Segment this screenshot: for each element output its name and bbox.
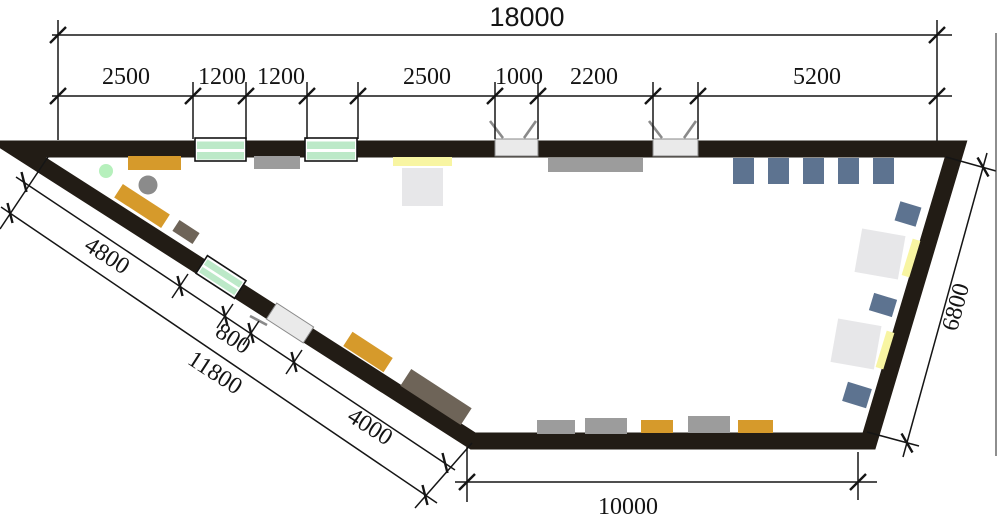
- window-stripe: [203, 259, 243, 288]
- seat-blue: [838, 158, 859, 184]
- cabinet-orange-bottom-1: [641, 420, 673, 433]
- window-stripe: [307, 141, 355, 149]
- door-left-wall: [265, 302, 315, 344]
- counter-orange-left-1: [114, 184, 170, 228]
- cabinet-rect: [400, 369, 472, 425]
- cabinet-gray-bottom-2: [585, 418, 627, 434]
- tick-marks-left: [6, 171, 449, 506]
- counter-rect: [343, 331, 393, 373]
- doors: [249, 120, 699, 344]
- cabinet-gray-bottom-3: [688, 416, 730, 433]
- seat-blue: [873, 158, 894, 184]
- stool-gray: [138, 175, 158, 195]
- window-stripe: [197, 141, 244, 149]
- seat-blue: [733, 158, 754, 184]
- cabinet-rect: [172, 220, 200, 244]
- door-top-1: [494, 138, 539, 157]
- dim-seg-1: 2500: [102, 64, 150, 90]
- counter-orange-left-2: [343, 331, 393, 373]
- dimension-top: 18000 2500 1200 1200 2500 1000 2200 5200: [49, 2, 952, 141]
- dim-seg-2: 1200: [198, 64, 246, 90]
- wall-outline: [0, 140, 968, 450]
- door-top-2: [652, 138, 699, 157]
- dim-line-left-outer: [0, 206, 438, 504]
- seat-blue: [803, 158, 824, 184]
- dim-bottom: 10000: [598, 494, 658, 520]
- dimension-left: 4800 800 11800 4000: [0, 156, 473, 509]
- table-light-gray: [402, 168, 443, 206]
- window-top-2: [304, 137, 358, 162]
- dim-overall-width: 18000: [489, 2, 564, 32]
- extension-lines-right: [866, 156, 997, 447]
- seat-rect: [894, 201, 922, 227]
- dim-seg-3: 1200: [257, 64, 305, 90]
- cabinet-dark-left-1: [172, 220, 200, 244]
- cabinet-gray: [254, 156, 300, 169]
- table-rect: [854, 228, 906, 280]
- furniture: [99, 156, 922, 434]
- seat-blue: [768, 158, 789, 184]
- window-top-1: [194, 137, 247, 162]
- seat-blue-right-1: [894, 201, 922, 227]
- seat-rect: [842, 381, 872, 409]
- room-walls: [0, 140, 968, 450]
- tick-marks-right: [900, 156, 990, 454]
- door-left-swing-line: [249, 314, 268, 327]
- window-stripe: [199, 266, 238, 296]
- cabinet-gray-wide: [548, 158, 643, 172]
- seat-blue-right-3: [842, 381, 872, 409]
- table-rect: [830, 318, 882, 370]
- windows: [194, 137, 358, 300]
- bench-yellow-right-1: [901, 238, 921, 278]
- dim-line-left-inner: [15, 176, 456, 471]
- dim-seg-5: 1000: [495, 64, 543, 90]
- cabinet-orange-bottom-2: [738, 420, 773, 433]
- extension-lines-bottom: [466, 447, 859, 502]
- cabinet-gray-bottom-1: [537, 420, 575, 434]
- table-right-2: [830, 318, 882, 370]
- bench-rect: [875, 330, 895, 370]
- dim-seg-6: 2200: [570, 64, 618, 90]
- window-stripe: [307, 152, 355, 160]
- dim-seg-4: 2500: [403, 64, 451, 90]
- dimension-bottom: 10000: [455, 447, 877, 520]
- dim-seg-7: 5200: [793, 64, 841, 90]
- window-stripe: [197, 152, 244, 160]
- counter-orange: [128, 156, 181, 170]
- tick-marks-bottom: [458, 473, 867, 491]
- extension-lines-top: [57, 20, 938, 141]
- stool-green: [99, 164, 113, 178]
- bench-yellow: [393, 157, 452, 166]
- window-left-wall: [194, 254, 248, 300]
- dim-left-upper: 4800: [80, 232, 134, 280]
- table-right-1: [854, 228, 906, 280]
- bench-rect: [901, 238, 921, 278]
- dim-right-side: 6800: [937, 281, 975, 334]
- door-top-1-swing-lines: [488, 120, 538, 139]
- cabinet-dark-left-2: [400, 369, 472, 425]
- seat-blue-right-2: [868, 292, 898, 318]
- window-frame: [194, 254, 248, 300]
- tick-marks-top: [49, 26, 946, 105]
- door-leaf: [265, 302, 315, 344]
- counter-rect: [114, 184, 170, 228]
- dim-line-right: [902, 152, 988, 458]
- door-top-2-swing-lines: [647, 120, 698, 139]
- bench-yellow-right-2: [875, 330, 895, 370]
- seat-rect: [868, 292, 898, 318]
- seat-row-top-right: [733, 158, 894, 184]
